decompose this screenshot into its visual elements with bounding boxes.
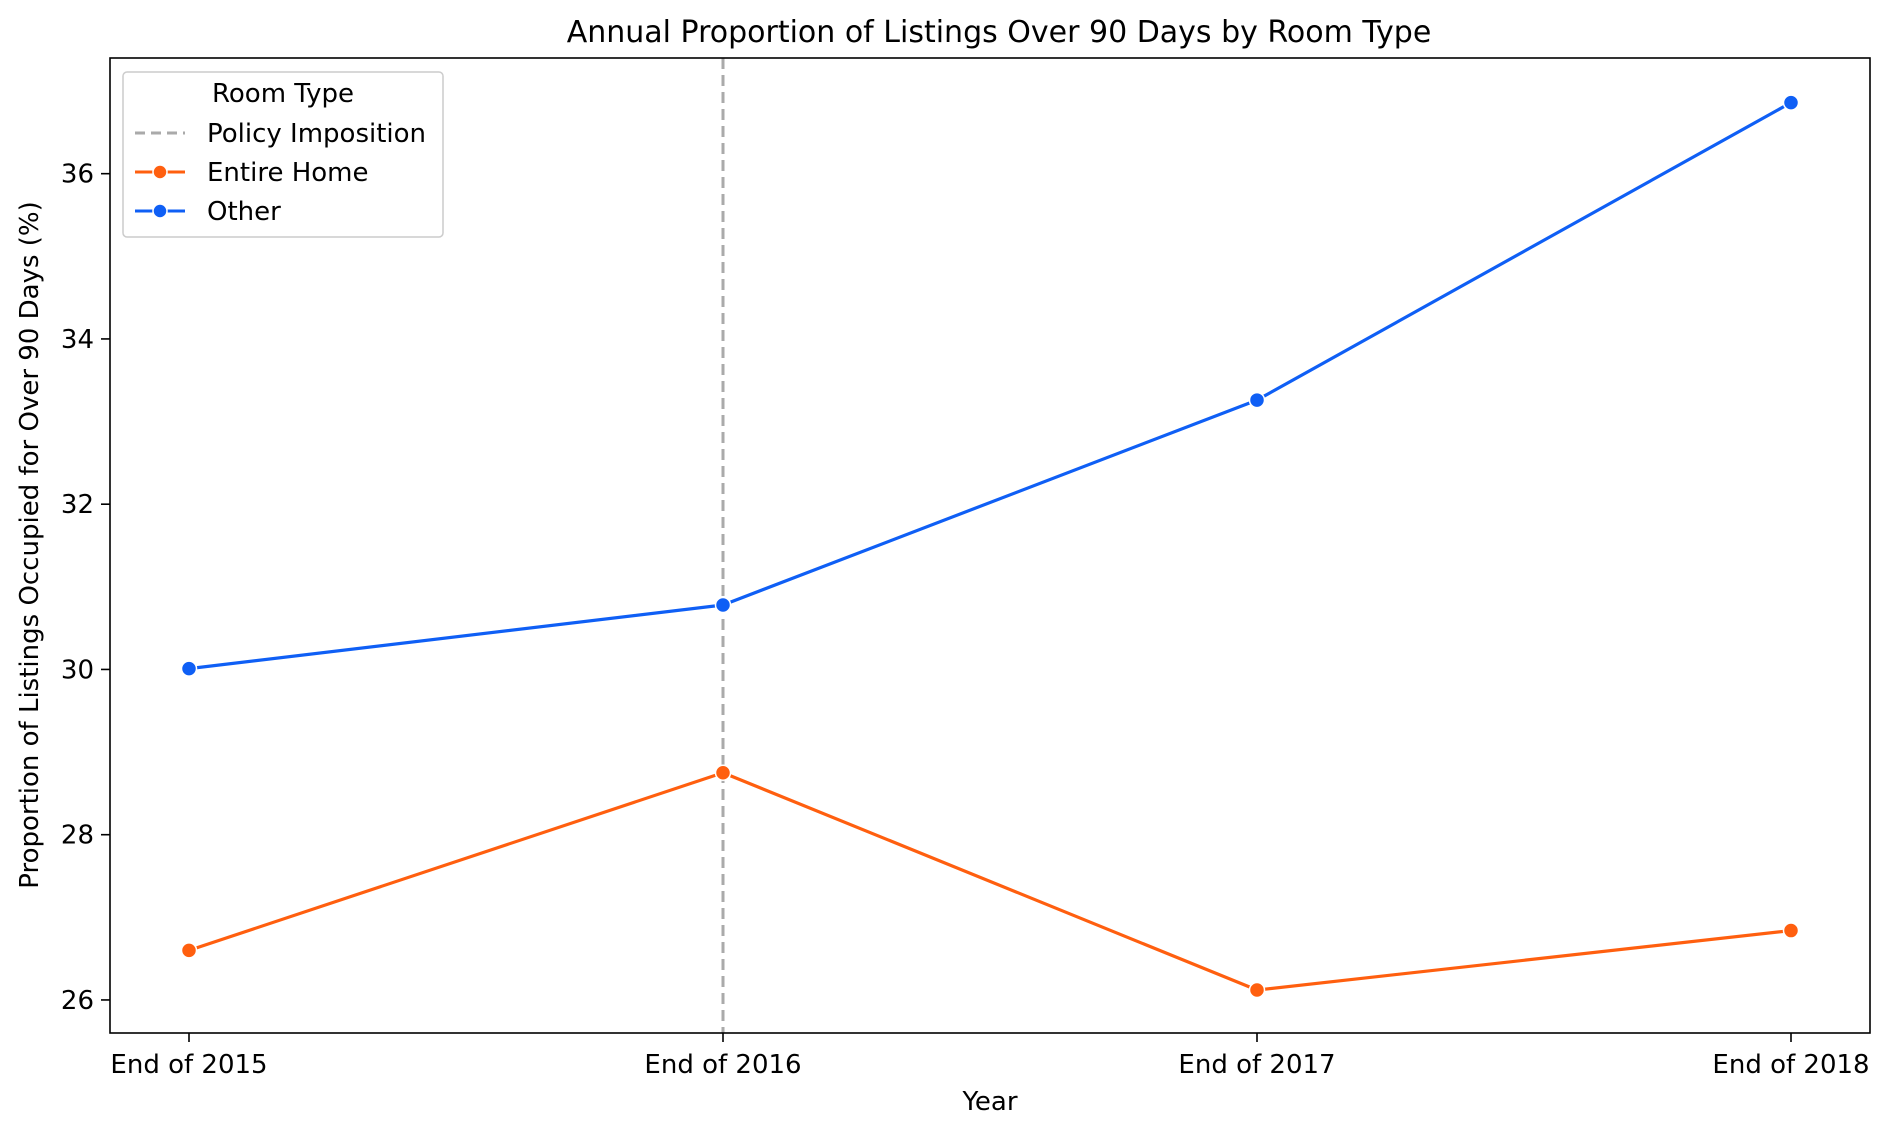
legend-frame [122,71,444,238]
data-point-entire-home-2 [714,764,732,781]
series-line-other [188,101,1792,671]
x-tick-label-1: End of 2015 [110,1050,267,1080]
y-tick-label-32: 32 [61,490,94,520]
data-point-other-2 [714,596,732,614]
y-tick-label-28: 28 [61,821,94,851]
y-tick-label-26: 26 [61,986,94,1016]
x-tick-label-2: End of 2016 [644,1050,801,1080]
x-axis-label: Year [961,1087,1017,1117]
axes: End of 2015 End of 2016 End of 2017 End of … [61,160,1870,1080]
plot-frame [109,57,1871,1034]
legend-label-policy-imposition: Policy Imposition [207,119,426,149]
y-tick-label-36: 36 [61,160,94,190]
legend: Room Type Policy Imposition Entire Home … [122,71,444,238]
data-point-other-3 [1248,391,1266,409]
y-axis-label: Proportion of Listings Occupied for Over… [15,201,45,889]
data-point-entire-home-3 [1248,981,1266,999]
y-tick-label-34: 34 [61,325,94,355]
legend-title: Room Type [212,79,354,109]
data-point-entire-home-1 [180,942,198,959]
x-tick-label-3: End of 2017 [1178,1050,1335,1080]
legend-label-entire-home: Entire Home [207,158,368,188]
chart-title: Annual Proportion of Listings Over 90 Da… [567,15,1432,50]
y-tick-label-30: 30 [61,655,94,685]
data-point-other-1 [180,660,198,677]
plot-area [180,58,1800,1033]
data-point-entire-home-4 [1782,922,1800,939]
legend-label-other: Other [207,197,281,227]
x-tick-label-4: End of 2018 [1712,1050,1869,1080]
series-line-entire-home [188,771,1792,992]
legend-marker-entire-home [152,164,168,180]
legend-marker-other [152,203,168,219]
data-point-other-4 [1782,94,1800,111]
